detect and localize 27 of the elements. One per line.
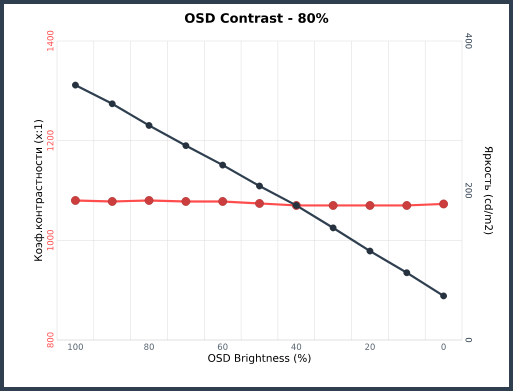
y-tick-label: 800: [47, 332, 54, 348]
y2-axis-title: Яркость (cd/m2): [482, 146, 493, 234]
y-axis-title: Коэф.контрастности (x:1): [34, 120, 44, 261]
y2-tick-label: 400: [466, 33, 472, 49]
point: [219, 162, 226, 168]
y-tick-label: 1200: [47, 130, 54, 151]
point: [256, 182, 263, 190]
x-tick-label: 0: [441, 344, 446, 350]
point: [182, 142, 190, 150]
chart-title: OSD Contrast - 80%: [184, 13, 328, 23]
x-tick-label: 20: [365, 344, 375, 350]
x-tick-label: 60: [218, 344, 228, 350]
x-tick-label: 80: [144, 344, 154, 350]
point: [366, 248, 374, 254]
point: [330, 224, 337, 232]
y-tick-label: 1400: [47, 30, 54, 51]
x-tick-label: 40: [291, 344, 302, 350]
y-tick-label: 1000: [47, 230, 54, 250]
point: [440, 292, 447, 300]
point: [72, 82, 79, 88]
point: [146, 122, 152, 129]
x-axis-title: OSD Brightness (%): [208, 354, 310, 364]
x-tick-label: 100: [68, 344, 83, 350]
point: [403, 269, 410, 276]
y2-tick-label: 200: [466, 183, 472, 198]
y2-tick-label: 0: [466, 338, 472, 342]
point: [108, 100, 116, 108]
